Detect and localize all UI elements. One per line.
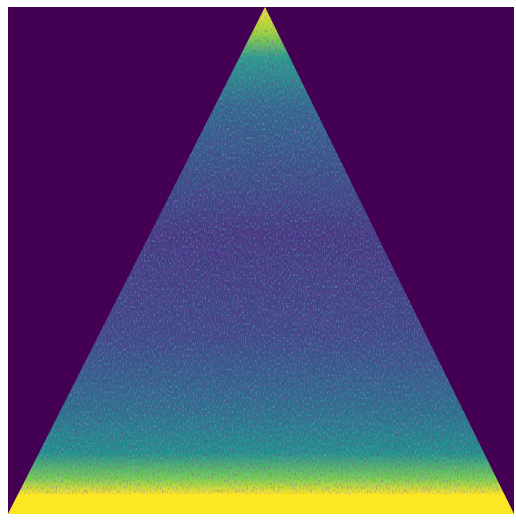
base-band — [8, 494, 514, 514]
